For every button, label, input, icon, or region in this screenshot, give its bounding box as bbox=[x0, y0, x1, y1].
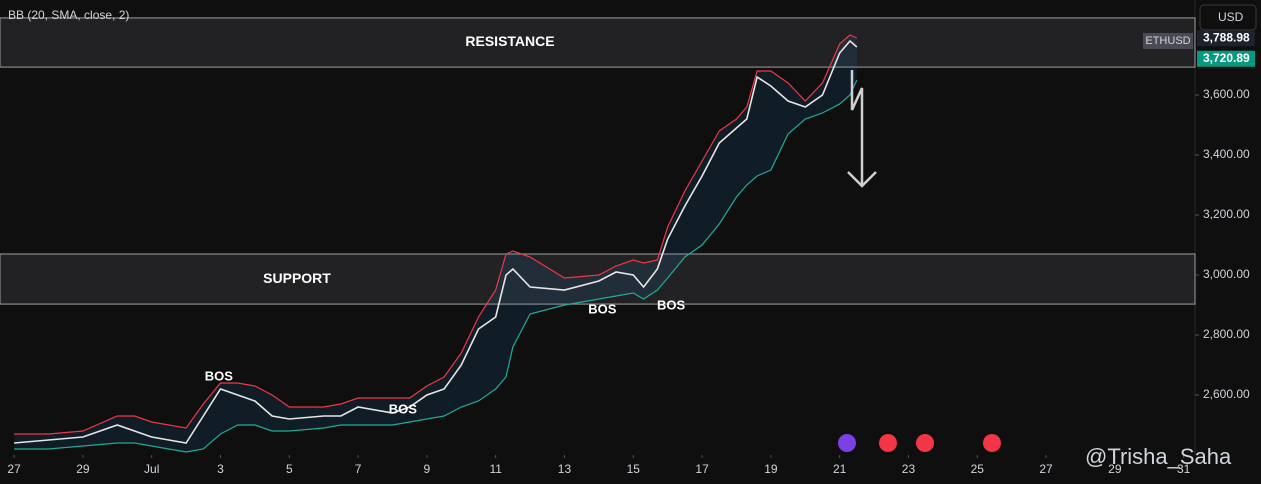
annotation: BOS bbox=[205, 368, 234, 383]
x-tick-label: 17 bbox=[695, 462, 709, 476]
symbol-tag bbox=[1143, 33, 1193, 49]
y-tick-label: 3,000.00 bbox=[1203, 267, 1250, 281]
x-tick-label: 3 bbox=[217, 462, 224, 476]
symbol-label: ETHUSD bbox=[1145, 35, 1190, 47]
x-tick-label: 29 bbox=[76, 462, 90, 476]
x-tick-label: 23 bbox=[902, 462, 916, 476]
series-line bbox=[14, 34, 858, 435]
event-icon bbox=[916, 434, 934, 452]
event-icon bbox=[983, 434, 1001, 452]
series-line bbox=[14, 79, 858, 453]
price-tag bbox=[1197, 50, 1255, 67]
x-tick-label: 25 bbox=[971, 462, 985, 476]
x-tick-label: 19 bbox=[764, 462, 778, 476]
price-tag-label: 3,788.98 bbox=[1203, 30, 1250, 44]
x-tick-label: 5 bbox=[286, 462, 293, 476]
x-tick-label: Jul bbox=[144, 462, 159, 476]
x-tick-label: 7 bbox=[355, 462, 362, 476]
event-icon bbox=[838, 434, 856, 452]
zone-label: RESISTANCE bbox=[465, 33, 554, 49]
x-tick-label: 27 bbox=[1039, 462, 1053, 476]
x-tick-label: 21 bbox=[833, 462, 847, 476]
x-tick-label: 13 bbox=[558, 462, 572, 476]
zone bbox=[0, 17, 1196, 68]
x-tick-label: 31 bbox=[1177, 462, 1191, 476]
y-tick-label: 2,800.00 bbox=[1203, 327, 1250, 341]
annotation: BOS bbox=[588, 302, 617, 317]
event-icon bbox=[879, 434, 897, 452]
x-tick-label: 15 bbox=[627, 462, 641, 476]
indicator-label: BB (20, SMA, close, 2) bbox=[8, 8, 129, 22]
x-tick-label: 27 bbox=[7, 462, 21, 476]
annotation: BOS bbox=[657, 297, 686, 312]
plot: 2,600.00 2,800.00 3,000.00 3,200.00 3,400.00… bbox=[0, 17, 1250, 476]
x-tick-label: 11 bbox=[489, 462, 502, 476]
watermark: @Trisha_Saha bbox=[1085, 444, 1232, 469]
y-tick-label: 3,600.00 bbox=[1203, 87, 1250, 101]
band-fill bbox=[14, 35, 857, 453]
x-tick-label: 9 bbox=[424, 462, 431, 476]
price-tag bbox=[1197, 30, 1255, 47]
series-line bbox=[14, 39, 858, 444]
zone bbox=[0, 253, 1196, 305]
currency-label[interactable]: USD bbox=[1218, 10, 1244, 24]
arrow bbox=[847, 70, 877, 188]
y-tick-label: 2,600.00 bbox=[1203, 387, 1250, 401]
currency-button[interactable] bbox=[1199, 4, 1257, 31]
zone-label: SUPPORT bbox=[263, 270, 331, 286]
x-tick-label: 29 bbox=[1108, 462, 1122, 476]
annotation: BOS bbox=[389, 401, 418, 416]
y-tick-label: 3,400.00 bbox=[1203, 147, 1250, 161]
price-tag-label: 3,720.89 bbox=[1203, 51, 1250, 65]
y-tick-label: 3,200.00 bbox=[1203, 207, 1250, 221]
